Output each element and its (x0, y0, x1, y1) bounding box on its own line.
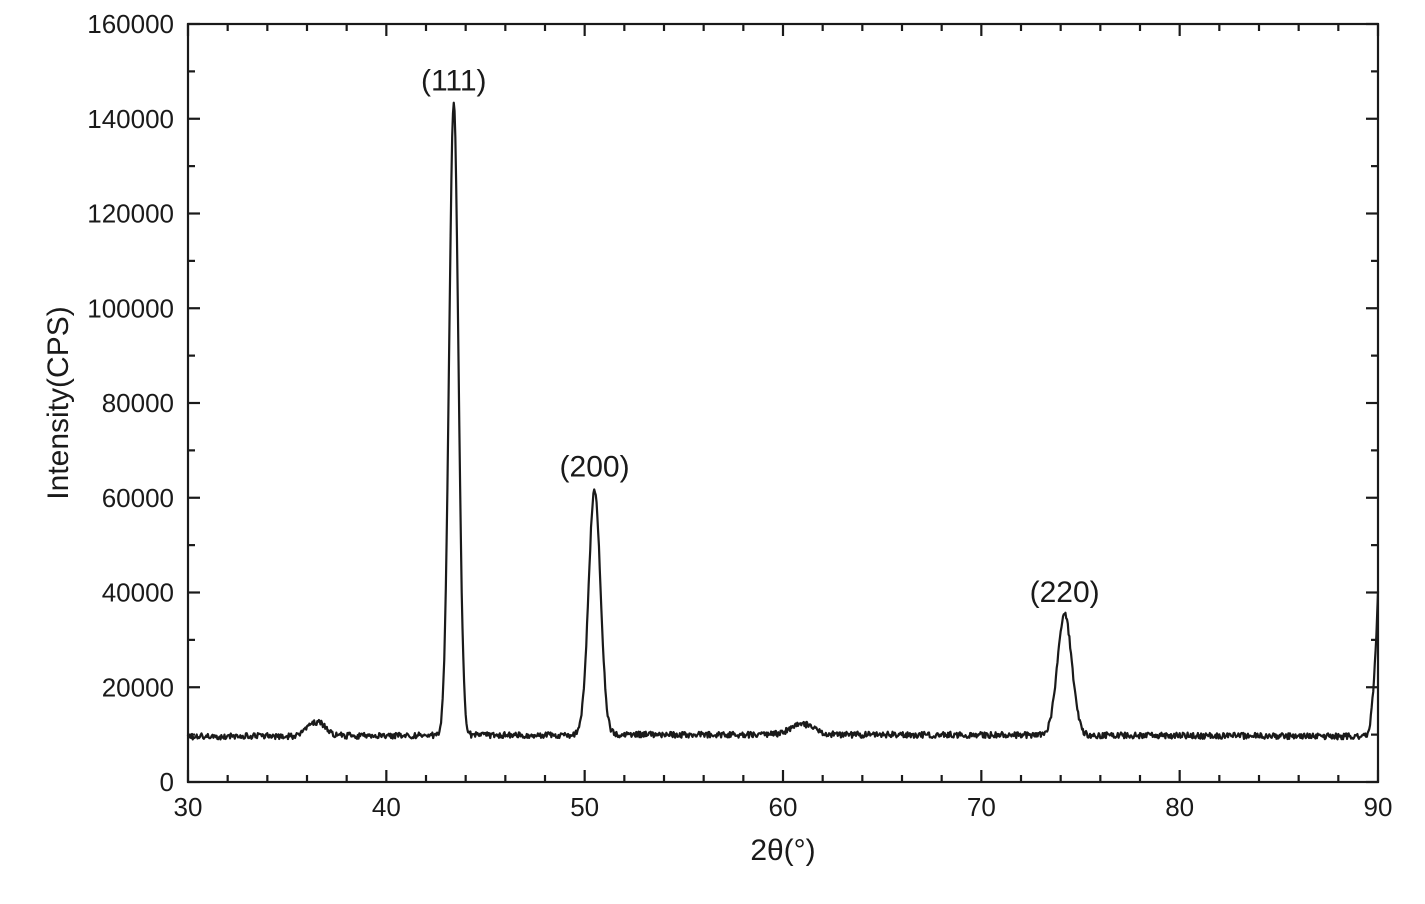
peak-label: (111) (421, 65, 487, 98)
x-tick-label: 40 (372, 792, 401, 822)
x-tick-label: 50 (570, 792, 599, 822)
x-tick-label: 70 (967, 792, 996, 822)
y-tick-label: 0 (160, 767, 174, 797)
chart-svg: 30 40 50 60 70 80 90 0 20000 40000 60000 80000 10000… (0, 0, 1425, 904)
y-tick-label: 20000 (102, 672, 174, 702)
y-tick-label: 60000 (102, 483, 174, 513)
y-tick-label: 80000 (102, 388, 174, 418)
x-tick-label: 60 (769, 792, 798, 822)
y-tick-label: 160000 (87, 9, 174, 39)
peak-label: (220) (1030, 576, 1100, 609)
y-tick-label: 120000 (87, 199, 174, 229)
x-tick-label: 30 (174, 792, 203, 822)
x-tick-label: 90 (1364, 792, 1393, 822)
x-axis-label: 2θ(°) (750, 834, 815, 867)
x-tick-label: 80 (1165, 792, 1194, 822)
y-tick-label: 100000 (87, 293, 174, 323)
y-tick-label: 40000 (102, 578, 174, 608)
y-axis-label: Intensity(CPS) (42, 306, 75, 499)
y-tick-label: 140000 (87, 104, 174, 134)
xrd-chart: 30 40 50 60 70 80 90 0 20000 40000 60000 80000 10000… (0, 0, 1425, 904)
peak-label: (200) (560, 451, 630, 484)
